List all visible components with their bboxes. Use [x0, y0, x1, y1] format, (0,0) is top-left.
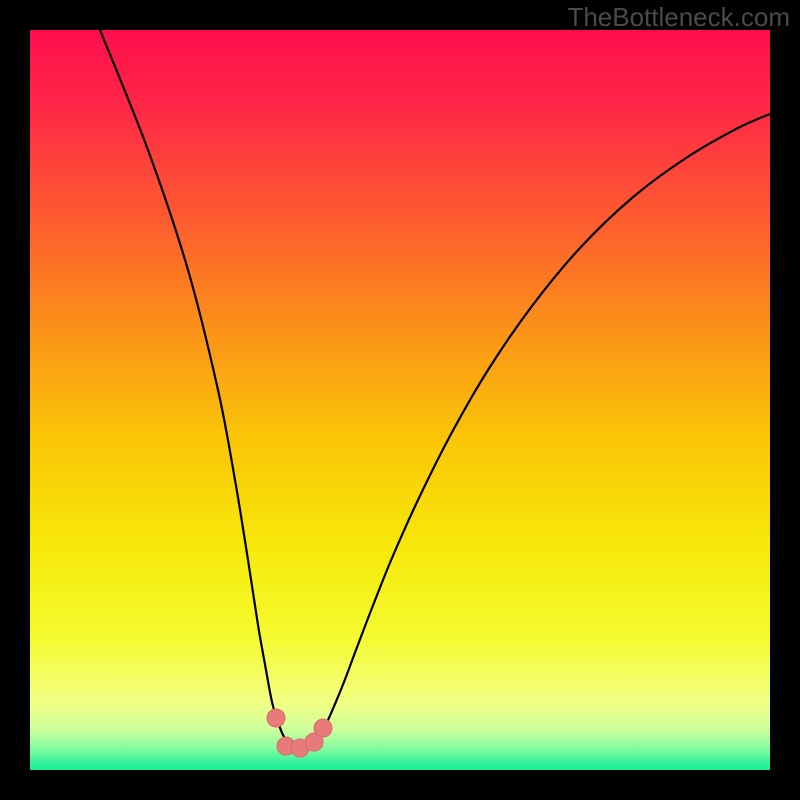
watermark-text: TheBottleneck.com	[567, 2, 790, 33]
curve-marker	[314, 719, 332, 737]
chart-svg	[0, 0, 800, 800]
curve-marker	[267, 709, 285, 727]
plot-background	[30, 30, 770, 770]
chart-stage: TheBottleneck.com	[0, 0, 800, 800]
